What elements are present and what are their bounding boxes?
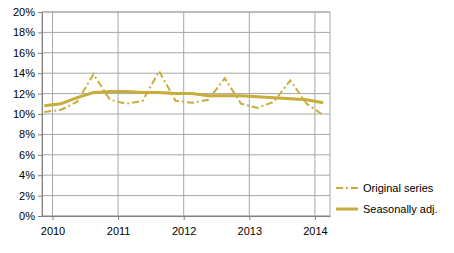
y-tick: 6% [19, 149, 42, 161]
y-tick-mark [38, 216, 42, 217]
y-tick-label: 20% [13, 6, 35, 18]
x-tick-label: 2012 [172, 225, 196, 237]
y-tick-label: 4% [19, 169, 35, 181]
x-tick-mark [249, 216, 250, 220]
x-tick-mark [184, 216, 185, 220]
grid-line-x [52, 12, 53, 216]
y-tick-mark [38, 155, 42, 156]
x-tick-mark [52, 216, 53, 220]
legend-item: Original series [336, 182, 434, 194]
y-tick-mark [38, 12, 42, 13]
y-tick-label: 6% [19, 149, 35, 161]
grid-line-x [249, 12, 250, 216]
grid-line-x [118, 12, 119, 216]
x-tick-label: 2014 [303, 225, 327, 237]
x-tick-mark [118, 216, 119, 220]
series-line [44, 92, 323, 106]
y-tick: 14% [13, 67, 42, 79]
y-tick-mark [38, 114, 42, 115]
y-tick-label: 2% [19, 190, 35, 202]
y-axis: 0% 2% 4% 6% 8% 10% 12% 14% 16% 18% 20% [13, 6, 43, 222]
chart-svg: 0% 2% 4% 6% 8% 10% 12% 14% 16% 18% 20% 2010 2011 2012… [0, 0, 454, 253]
y-tick: 16% [13, 47, 42, 59]
y-tick: 12% [13, 88, 42, 100]
axis-line [42, 13, 43, 217]
grid-line-y [42, 175, 330, 176]
y-tick-label: 12% [13, 88, 35, 100]
y-tick-label: 18% [13, 26, 35, 38]
y-tick: 18% [13, 26, 42, 38]
chart-container: 0% 2% 4% 6% 8% 10% 12% 14% 16% 18% 20% 2010 2011 2012… [0, 0, 454, 253]
grid-line-y [42, 32, 330, 33]
y-tick-label: 16% [13, 47, 35, 59]
x-tick: 2010 [41, 216, 65, 237]
y-tick-mark [38, 196, 42, 197]
y-tick: 0% [19, 210, 42, 222]
y-tick-mark [38, 175, 42, 176]
axis-line [43, 216, 331, 217]
legend-item: Seasonally adj. [336, 203, 438, 215]
x-axis: 2010 2011 2012 2013 2014 [41, 216, 331, 237]
grid-line-y [42, 52, 330, 53]
grid-line-y [42, 154, 330, 155]
y-tick-mark [38, 94, 42, 95]
x-tick-label: 2010 [41, 225, 65, 237]
y-tick-mark [38, 134, 42, 135]
x-tick-mark [315, 216, 316, 220]
legend-label: Seasonally adj. [363, 203, 438, 215]
grid-line-y [42, 73, 330, 74]
y-tick-label: 14% [13, 67, 35, 79]
grid-line-x [183, 12, 184, 216]
y-tick-label: 8% [19, 128, 35, 140]
x-tick: 2012 [172, 216, 196, 237]
y-tick: 20% [13, 6, 42, 18]
x-tick: 2011 [107, 216, 131, 237]
y-tick: 4% [19, 169, 42, 181]
grid-line-x [314, 12, 315, 216]
x-tick-label: 2011 [107, 225, 131, 237]
grid-line-y [42, 134, 330, 135]
grid [42, 12, 330, 216]
grid-line-y [42, 114, 330, 115]
y-tick: 2% [19, 190, 42, 202]
y-tick-label: 10% [13, 108, 35, 120]
x-tick: 2013 [238, 216, 262, 237]
y-tick: 8% [19, 128, 42, 140]
y-tick-mark [38, 53, 42, 54]
grid-line-y [42, 195, 330, 196]
y-tick-label: 0% [19, 210, 35, 222]
legend-swatch [336, 208, 358, 211]
series-group [44, 71, 323, 115]
legend-label: Original series [363, 182, 434, 194]
series-line [44, 71, 323, 115]
x-tick: 2014 [303, 216, 327, 237]
plot-frame [42, 12, 330, 216]
x-tick-label: 2013 [238, 225, 262, 237]
y-tick-mark [38, 32, 42, 33]
legend-swatch [336, 187, 358, 189]
y-tick: 10% [13, 108, 42, 120]
y-tick-mark [38, 73, 42, 74]
plot: 0% 2% 4% 6% 8% 10% 12% 14% 16% 18% 20% 2010 2011 2012… [13, 6, 331, 237]
legend: Original series Seasonally adj. [336, 182, 438, 215]
